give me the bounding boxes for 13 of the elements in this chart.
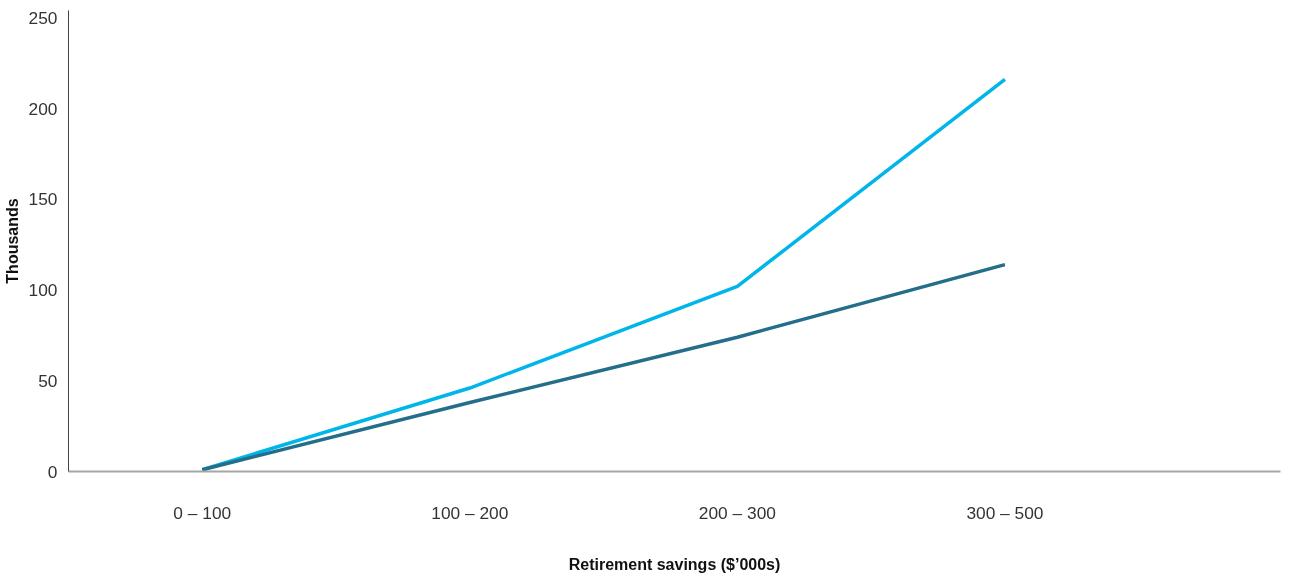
x-tick-label: 0 – 100 [173, 502, 232, 523]
y-axis-title: Thousands [3, 198, 21, 284]
y-tick-label: 250 [28, 7, 58, 28]
y-tick-label: 100 [28, 280, 58, 300]
y-tick-label: 0 [47, 461, 58, 482]
y-tick-label: 200 [28, 98, 58, 119]
x-tick-label: 200 – 300 [698, 502, 776, 523]
x-tick-label: 300 – 500 [966, 502, 1044, 523]
x-tick-label: 100 – 200 [431, 502, 509, 523]
y-tick-label: 50 [38, 370, 58, 391]
y-tick-label: 150 [28, 189, 58, 210]
line-series [200, 262, 1007, 472]
x-axis-title: Retirement savings ($’000s) [568, 555, 781, 573]
